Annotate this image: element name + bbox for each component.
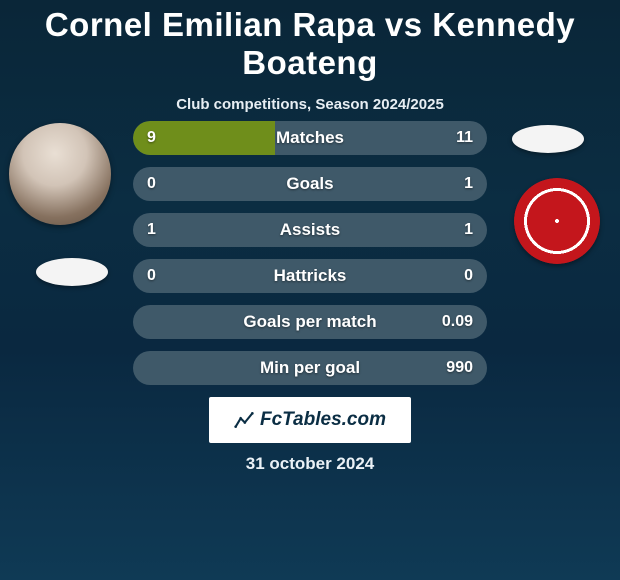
stat-value-left: 9 bbox=[147, 129, 156, 147]
stat-value-right: 990 bbox=[446, 359, 473, 377]
branding-badge: FcTables.com bbox=[209, 397, 411, 443]
player-right-flag-icon bbox=[512, 125, 584, 153]
stat-label: Assists bbox=[280, 220, 340, 240]
stat-bar-assists: 1 Assists 1 bbox=[133, 213, 487, 247]
stat-value-right: 11 bbox=[456, 129, 473, 147]
stat-label: Matches bbox=[276, 128, 344, 148]
stat-label: Goals bbox=[286, 174, 333, 194]
stat-value-left: 0 bbox=[147, 175, 156, 193]
stat-value-left: 1 bbox=[147, 221, 156, 239]
stat-label: Min per goal bbox=[260, 358, 360, 378]
stat-bars: 9 Matches 11 0 Goals 1 1 Assists 1 0 Hat… bbox=[133, 121, 487, 397]
stat-bar-min-per-goal: Min per goal 990 bbox=[133, 351, 487, 385]
infographic-date: 31 october 2024 bbox=[0, 454, 620, 474]
branding-text: FcTables.com bbox=[260, 409, 386, 431]
fctables-logo-icon bbox=[234, 410, 254, 430]
page-title: Cornel Emilian Rapa vs Kennedy Boateng bbox=[0, 0, 620, 82]
stat-label: Goals per match bbox=[243, 312, 376, 332]
stat-value-right: 1 bbox=[464, 175, 473, 193]
player-right-club-badge-icon bbox=[514, 178, 600, 264]
stat-value-right: 0 bbox=[464, 267, 473, 285]
player-left-flag-icon bbox=[36, 258, 108, 286]
stat-bar-goals-per-match: Goals per match 0.09 bbox=[133, 305, 487, 339]
stat-bar-matches: 9 Matches 11 bbox=[133, 121, 487, 155]
stat-value-right: 0.09 bbox=[442, 313, 473, 331]
stat-bar-hattricks: 0 Hattricks 0 bbox=[133, 259, 487, 293]
player-left-avatar bbox=[9, 123, 111, 225]
page-subtitle: Club competitions, Season 2024/2025 bbox=[0, 96, 620, 113]
comparison-infographic: Cornel Emilian Rapa vs Kennedy Boateng C… bbox=[0, 0, 620, 580]
stat-value-right: 1 bbox=[464, 221, 473, 239]
stat-bar-goals: 0 Goals 1 bbox=[133, 167, 487, 201]
stat-label: Hattricks bbox=[274, 266, 347, 286]
stat-value-left: 0 bbox=[147, 267, 156, 285]
